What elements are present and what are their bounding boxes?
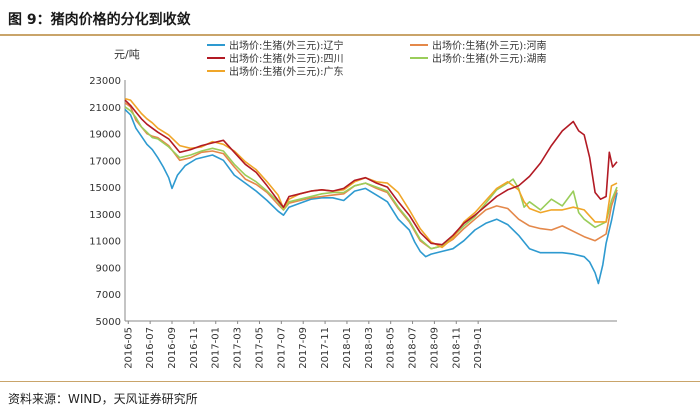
x-tick-label: 2016-11 [189,327,200,369]
figure-title: 图 9：猪肉价格的分化到收敛 [8,12,191,28]
x-tick-label: 2016-05 [123,327,134,369]
y-axis-label: 元/吨 [114,48,140,61]
x-tick-label: 2018-09 [429,327,440,369]
series-line-henan [124,102,618,250]
x-tick-label: 2017-01 [211,327,222,369]
x-tick-label: 2019-01 [473,327,484,369]
series-line-hunan [124,106,618,250]
y-tick-label: 7000 [96,290,121,301]
x-tick-label: 2017-07 [276,327,287,369]
y-tick-label: 23000 [89,76,121,87]
x-tick-label: 2017-09 [298,327,309,369]
series-line-liaoning [124,108,618,285]
y-tick-label: 13000 [89,210,121,221]
series-line-guangdong [124,97,618,249]
figure-header: 图 9：猪肉价格的分化到收敛 [0,0,700,38]
line-chart: 元/吨 5000 7000 9000 11000 13000 15000 17000 19000… [89,39,618,369]
y-tick-label: 15000 [89,183,121,194]
x-tick-label: 2018-05 [386,327,397,369]
y-tick-label: 9000 [96,263,121,274]
y-tick-label: 21000 [89,103,121,114]
legend-label-liaoning: 出场价:生猪(外三元):辽宁 [229,39,344,52]
x-tick-label: 2018-03 [364,327,375,369]
legend-label-sichuan: 出场价:生猪(外三元):四川 [229,52,344,65]
footer-divider [0,381,700,382]
title-divider [0,34,700,36]
y-tick-label: 5000 [96,317,121,328]
legend-label-guangdong: 出场价:生猪(外三元):广东 [229,65,344,78]
legend-label-hunan: 出场价:生猪(外三元):湖南 [432,52,547,65]
x-tick-label: 2016-09 [167,327,178,369]
x-tick-label: 2017-05 [254,327,265,369]
x-tick-label: 2018-07 [408,327,419,369]
y-tick-label: 17000 [89,156,121,167]
source-note: 资料来源：WIND，天风证券研究所 [8,392,198,406]
legend-label-henan: 出场价:生猪(外三元):河南 [432,39,547,52]
x-tick-label: 2017-11 [320,327,331,369]
x-tick-label: 2018-01 [342,327,353,369]
y-tick-label: 19000 [89,130,121,141]
y-tick-label: 11000 [89,237,121,248]
x-tick-label: 2017-03 [233,327,244,369]
x-tick-label: 2016-07 [145,327,156,369]
x-tick-label: 2018-11 [451,327,462,369]
series-line-sichuan [124,99,618,246]
chart-area: 元/吨 5000 7000 9000 11000 13000 15000 17000 19000… [0,36,700,380]
